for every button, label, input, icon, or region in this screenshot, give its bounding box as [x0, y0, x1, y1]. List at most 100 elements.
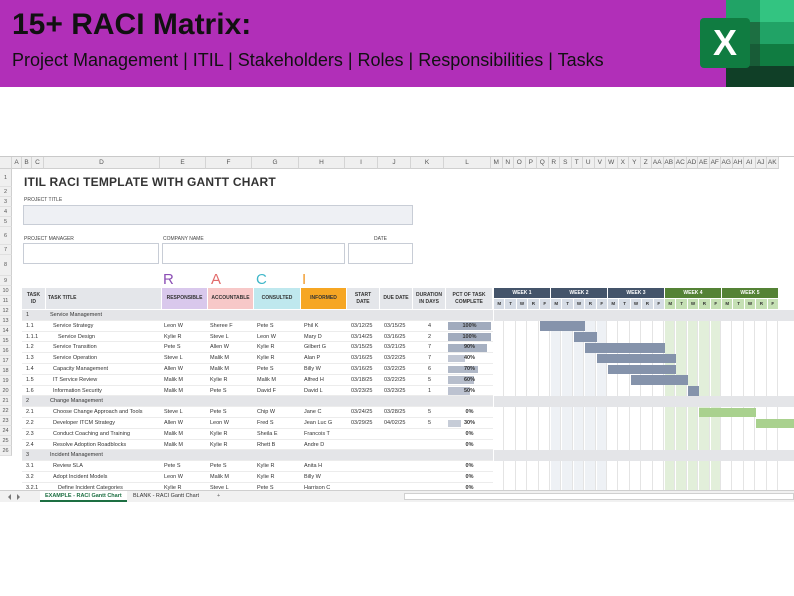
informed-cell[interactable]: Phil K [304, 322, 319, 329]
column-header[interactable]: N [502, 157, 514, 169]
accountable-cell[interactable]: Pete S [210, 409, 227, 416]
informed-cell[interactable]: David L [304, 387, 323, 394]
add-sheet-button[interactable]: + [217, 493, 221, 499]
row-header[interactable]: 7 [0, 245, 12, 255]
informed-cell[interactable]: Jane C [304, 409, 322, 416]
accountable-cell[interactable]: Kylie R [210, 430, 228, 437]
table-row[interactable] [22, 440, 493, 451]
pct-complete-cell[interactable]: 30% [463, 420, 475, 426]
due-date-cell[interactable]: 03/28/25 [384, 409, 406, 416]
column-header[interactable]: A [12, 157, 22, 169]
informed-cell[interactable]: Harrison C [304, 484, 331, 491]
responsible-cell[interactable]: Allen W [164, 420, 183, 426]
consulted-cell[interactable]: Kylie R [257, 344, 275, 351]
consulted-cell[interactable]: Kylie R [257, 474, 275, 480]
column-header[interactable]: M [491, 157, 503, 169]
date-field[interactable] [348, 243, 413, 264]
table-row[interactable] [22, 418, 493, 429]
pct-complete-cell[interactable]: 0% [465, 441, 474, 448]
start-date-cell[interactable]: 03/14/25 [351, 333, 373, 340]
row-header[interactable]: 18 [0, 366, 12, 376]
column-header[interactable]: J [378, 157, 411, 169]
start-date-cell[interactable]: 03/24/25 [351, 409, 373, 416]
column-header[interactable]: O [514, 157, 526, 169]
table-row[interactable] [22, 364, 493, 375]
section-row[interactable] [22, 310, 493, 321]
responsible-cell[interactable]: Steve L [164, 355, 183, 362]
table-row[interactable] [22, 342, 493, 354]
accountable-cell[interactable]: Pete S [210, 463, 227, 470]
pct-complete-cell[interactable]: 100% [462, 333, 477, 340]
responsible-cell[interactable]: Allen W [164, 366, 183, 372]
row-header[interactable]: 15 [0, 336, 12, 346]
consulted-cell[interactable]: David F [257, 387, 276, 394]
column-header[interactable]: AA [652, 157, 664, 169]
gantt-bar[interactable] [687, 386, 700, 396]
column-header[interactable]: W [606, 157, 618, 169]
duration-cell[interactable]: 5 [427, 420, 432, 426]
gantt-bar[interactable] [539, 321, 586, 332]
column-header[interactable]: T [571, 157, 583, 169]
column-header[interactable]: I [345, 157, 378, 169]
row-header[interactable]: 6 [0, 227, 12, 245]
row-header[interactable]: 16 [0, 346, 12, 356]
informed-cell[interactable]: Francois T [304, 430, 330, 437]
row-header[interactable]: 23 [0, 416, 12, 426]
pct-complete-cell[interactable]: 60% [463, 376, 475, 383]
informed-cell[interactable]: Gilbert G [304, 344, 327, 351]
duration-cell[interactable]: 1 [427, 387, 432, 394]
consulted-cell[interactable]: Leon W [257, 333, 276, 340]
responsible-cell[interactable]: Pete S [164, 463, 181, 470]
due-date-cell[interactable]: 03/16/25 [384, 333, 406, 340]
consulted-cell[interactable]: Kylie R [257, 355, 275, 362]
duration-cell[interactable]: 6 [427, 366, 432, 372]
table-row[interactable] [22, 461, 493, 472]
responsible-cell[interactable]: Kylie R [164, 484, 182, 491]
column-header[interactable]: AC [675, 157, 687, 169]
table-row[interactable] [22, 472, 493, 483]
table-row[interactable] [22, 332, 493, 343]
tab-blank[interactable]: BLANK - RACI Gantt Chart [133, 493, 200, 499]
consulted-cell[interactable]: Pete S [257, 484, 274, 491]
column-header[interactable]: S [560, 157, 572, 169]
gantt-bar[interactable] [585, 342, 665, 353]
responsible-cell[interactable]: Leon W [164, 474, 183, 480]
consulted-cell[interactable]: Kylie R [257, 463, 275, 470]
row-header[interactable]: 11 [0, 296, 12, 306]
row-header[interactable]: 14 [0, 326, 12, 336]
accountable-cell[interactable]: Leon W [210, 420, 229, 426]
pct-complete-cell[interactable]: 0% [465, 474, 474, 480]
row-header[interactable]: 2 [0, 187, 12, 197]
accountable-cell[interactable]: Malik M [210, 366, 229, 372]
duration-cell[interactable]: 5 [427, 409, 432, 416]
consulted-cell[interactable]: Fred S [257, 420, 274, 426]
column-header[interactable]: P [525, 157, 537, 169]
accountable-cell[interactable]: Steve L [210, 484, 229, 491]
pct-complete-cell[interactable]: 0% [465, 409, 474, 416]
pct-complete-cell[interactable]: 100% [462, 322, 477, 329]
table-row[interactable] [22, 353, 493, 364]
column-header[interactable]: U [583, 157, 595, 169]
due-date-cell[interactable]: 03/23/25 [384, 387, 406, 394]
pct-complete-cell[interactable]: 0% [465, 430, 474, 437]
duration-cell[interactable]: 7 [427, 344, 432, 351]
row-header[interactable]: 13 [0, 316, 12, 326]
accountable-cell[interactable]: Pete S [210, 387, 227, 394]
consulted-cell[interactable]: Sheila E [257, 430, 278, 437]
row-header[interactable]: 8 [0, 255, 12, 276]
row-header[interactable]: 24 [0, 426, 12, 436]
start-date-cell[interactable]: 03/12/25 [351, 322, 373, 329]
column-header[interactable]: X [617, 157, 629, 169]
informed-cell[interactable]: Anita H [304, 463, 323, 470]
gantt-bar[interactable] [699, 407, 757, 418]
row-header[interactable]: 25 [0, 436, 12, 446]
column-header[interactable]: Z [640, 157, 652, 169]
column-header[interactable]: G [252, 157, 299, 169]
section-row[interactable] [22, 450, 493, 462]
responsible-cell[interactable]: Leon W [164, 322, 183, 329]
consulted-cell[interactable]: Chip W [257, 409, 276, 416]
row-header[interactable]: 19 [0, 376, 12, 386]
due-date-cell[interactable]: 03/22/25 [384, 366, 406, 372]
project-title-field[interactable] [23, 205, 413, 225]
accountable-cell[interactable]: Malik M [210, 355, 229, 362]
